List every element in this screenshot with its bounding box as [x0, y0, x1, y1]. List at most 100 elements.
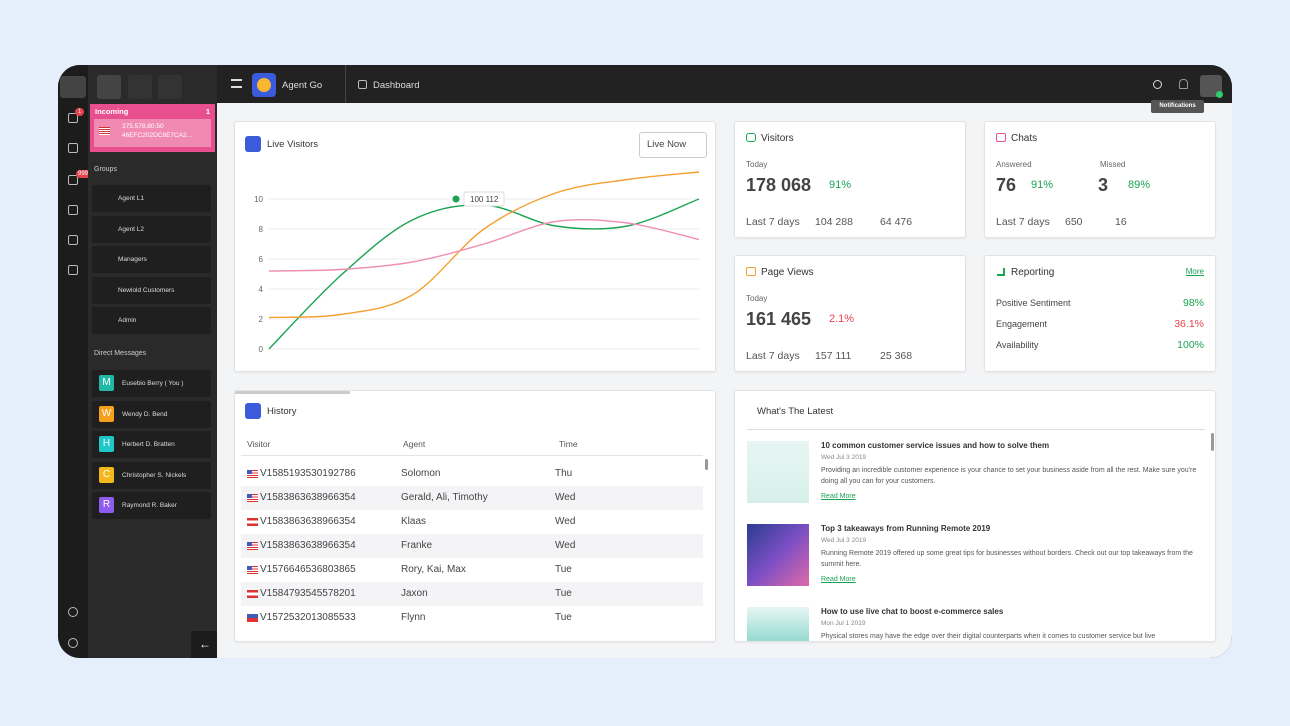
label: Last 7 days — [996, 216, 1050, 228]
menu-button[interactable] — [231, 79, 242, 88]
time: Tue — [555, 612, 572, 623]
time: Tue — [555, 588, 572, 599]
dm-item[interactable]: R Raymond R. Baker — [92, 492, 211, 519]
article-date: Wed Jul 3 2019 — [821, 454, 867, 461]
group-item[interactable]: Admin — [92, 307, 211, 334]
more-link[interactable]: More — [1185, 267, 1204, 276]
history-row[interactable]: V1572532013085533 Flynn Tue — [241, 606, 703, 630]
trend: 91% — [829, 179, 852, 191]
live-now-button[interactable]: Live Now — [639, 132, 707, 158]
article-title[interactable]: 10 common customer service issues and ho… — [821, 441, 1050, 450]
label: Answered — [996, 160, 1032, 169]
y-tick-label: 4 — [259, 285, 264, 294]
value: 76 — [996, 175, 1017, 195]
box-icon[interactable] — [68, 265, 78, 275]
topbar: Agent Go Dashboard — [217, 65, 1232, 103]
history-row[interactable]: V1583863638966354 Franke Wed — [241, 534, 703, 558]
chat-icon[interactable] — [68, 143, 78, 153]
page-views-card: Page Views Today 161 465 2.1% Last 7 day… — [734, 255, 966, 372]
label: Today — [746, 294, 768, 303]
time: Wed — [555, 516, 576, 527]
label: Last 7 days — [746, 350, 800, 362]
agent-button[interactable] — [128, 75, 152, 99]
help-icon[interactable] — [68, 607, 78, 617]
badge: 1 — [75, 108, 85, 116]
visitor-id: V1576646536803865 — [260, 564, 356, 575]
read-more[interactable]: Read More — [821, 493, 856, 500]
article-image — [747, 607, 809, 641]
dm-name: Wendy D. Bend — [122, 410, 168, 418]
group-item[interactable]: Agent L2 — [92, 215, 211, 243]
tooltip-dot — [452, 195, 460, 203]
history-row[interactable]: V1585193530192786 Solomon Thu — [241, 462, 703, 486]
badge: 999+ — [76, 170, 94, 178]
home-icon[interactable] — [60, 76, 86, 98]
series-line — [268, 198, 700, 350]
filter-button[interactable] — [158, 75, 182, 99]
chart: 0 2 4 6 8 10 100 112 — [254, 171, 700, 354]
flag — [247, 494, 258, 502]
activity-icon[interactable] — [68, 113, 78, 123]
incoming-item[interactable]: 375.578.80.50 46EFC202DC6E7CA2... — [94, 119, 211, 147]
scrollbar[interactable] — [1211, 433, 1214, 451]
group-item[interactable]: Newlold Customers — [92, 276, 211, 304]
layers-button[interactable] — [97, 75, 121, 99]
metric-label: Engagement — [996, 319, 1048, 329]
app-window: 1 999+ Incoming 1 375.578.80.50 46EFC202… — [58, 65, 1232, 658]
metric-label: Positive Sentiment — [996, 298, 1071, 308]
search-button[interactable] — [1153, 80, 1162, 89]
article-title[interactable]: Top 3 takeaways from Running Remote 2019 — [821, 524, 991, 533]
collapse-button[interactable]: ← — [191, 631, 217, 658]
inbox-icon[interactable] — [68, 175, 78, 185]
flag — [99, 127, 110, 135]
tooltip-box — [463, 191, 505, 207]
profile-button[interactable] — [1200, 75, 1223, 98]
up-value: 104 288 — [815, 216, 853, 228]
flag — [247, 542, 258, 550]
value: 178 068 — [746, 175, 812, 195]
annotation: 100 112 — [470, 195, 499, 204]
trend: 91% — [1031, 179, 1054, 191]
article-image — [747, 524, 809, 586]
dm-item[interactable]: M Eusebio Berry ( You ) — [92, 370, 211, 397]
read-more[interactable]: Read More — [821, 576, 856, 583]
dm-title: Direct Messages — [94, 350, 147, 357]
group-item[interactable]: Managers — [92, 246, 211, 273]
metric-value: 98% — [1182, 297, 1204, 309]
groups-title: Groups — [94, 166, 117, 173]
reports-icon[interactable] — [68, 235, 78, 245]
history-row[interactable]: V1576646536803865 Rory, Kai, Max Tue — [241, 558, 703, 582]
incoming-label: Incoming — [95, 107, 129, 116]
dm-item[interactable]: C Christopher S. Nickels — [92, 461, 211, 489]
up-value: 157 111 — [815, 350, 852, 362]
article-body: Running Remote 2019 offered up some grea… — [821, 550, 1193, 568]
dm-item[interactable]: W Wendy D. Bend — [92, 400, 211, 428]
home-icon — [358, 80, 367, 89]
history-row[interactable]: V1584793545578201 Jaxon Tue — [241, 582, 703, 606]
history-row[interactable]: V1583863638966354 Gerald, Ali, Timothy Wed — [241, 486, 703, 510]
dm-item[interactable]: H Herbert D. Bratten — [92, 431, 211, 458]
notifications-button[interactable] — [1179, 79, 1188, 89]
card-title: Chats — [1011, 133, 1038, 144]
settings-icon[interactable] — [68, 638, 78, 648]
nav-dashboard[interactable]: Dashboard — [373, 80, 420, 91]
visitors-card: Visitors Today 178 068 91% Last 7 days 1… — [734, 121, 966, 238]
avatar: R — [99, 497, 114, 513]
agent: Flynn — [401, 612, 426, 623]
history-row[interactable]: V1583863638966354 Klaas Wed — [241, 510, 703, 534]
value: 161 465 — [746, 309, 812, 329]
reporting-card: Reporting More Positive Sentiment 98% Enga… — [984, 255, 1216, 372]
article-title[interactable]: How to use live chat to boost e-commerce… — [821, 607, 1004, 616]
column-header: Time — [559, 439, 578, 449]
dm-name: Eusebio Berry ( You ) — [122, 380, 184, 387]
scrollbar[interactable] — [705, 459, 708, 470]
label: Today — [746, 160, 768, 169]
group-item[interactable]: Agent L1 — [92, 185, 211, 212]
incoming-count: 1 — [205, 107, 210, 116]
brand: Agent Go — [282, 80, 323, 91]
time: Wed — [555, 492, 576, 503]
contacts-icon[interactable] — [68, 205, 78, 215]
avatar: M — [99, 375, 114, 391]
agent: Rory, Kai, Max — [401, 564, 466, 575]
